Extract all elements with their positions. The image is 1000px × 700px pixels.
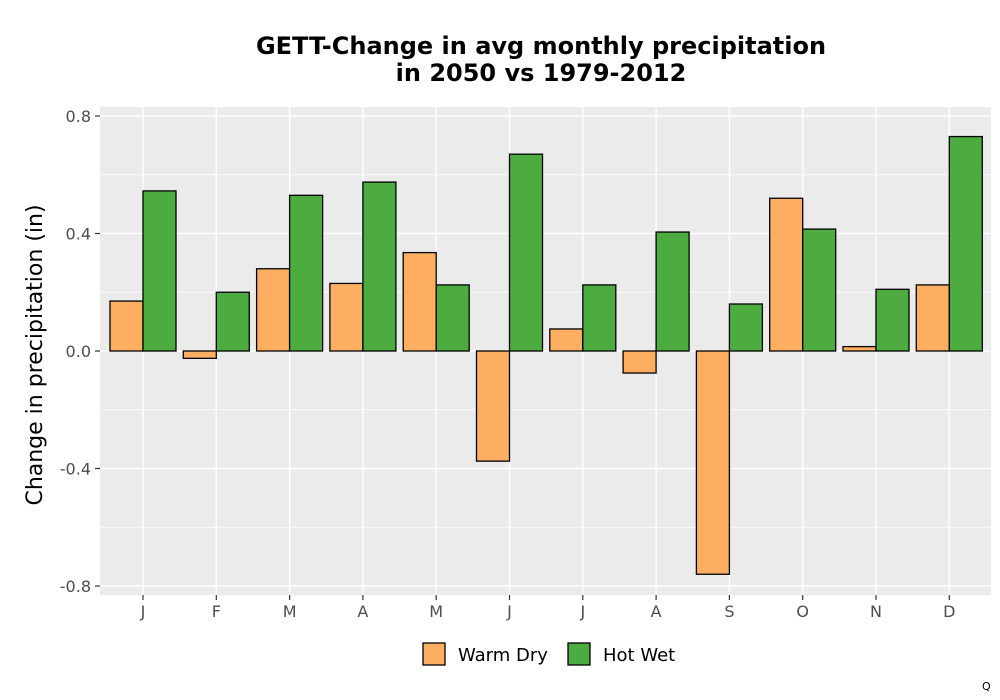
bar-warm-dry-6 — [475, 350, 511, 462]
y-tick-label: 0.0 — [66, 342, 91, 361]
corner-mark: Q — [982, 680, 991, 693]
x-tick-label: S — [724, 602, 734, 621]
bar-hot-wet-1 — [142, 190, 177, 352]
x-tick-label: O — [796, 602, 809, 621]
y-tick-label: -0.4 — [60, 460, 91, 479]
legend: Warm Dry Hot Wet — [422, 642, 675, 666]
bar-warm-dry-12 — [915, 284, 950, 352]
bars — [109, 135, 983, 575]
x-tick-label: M — [429, 602, 443, 621]
bar-hot-wet-9 — [728, 303, 764, 352]
legend-label-2: Hot Wet — [603, 645, 675, 666]
chart-title-line2: in 2050 vs 1979-2012 — [396, 59, 687, 87]
bar-hot-wet-12 — [948, 135, 983, 352]
y-tick-label: -0.8 — [60, 577, 91, 596]
bar-hot-wet-3 — [288, 194, 324, 352]
bar-warm-dry-9 — [695, 350, 731, 575]
x-tick-label: M — [283, 602, 297, 621]
bar-hot-wet-6 — [508, 153, 544, 352]
bar-hot-wet-10 — [802, 228, 837, 352]
bar-hot-wet-4 — [362, 181, 397, 352]
chart-title-line1: GETT-Change in avg monthly precipitation — [256, 32, 826, 60]
bar-warm-dry-10 — [769, 197, 804, 352]
bar-hot-wet-8 — [655, 231, 690, 352]
x-tick-label: J — [140, 602, 146, 621]
x-tick-label: A — [357, 602, 368, 621]
y-axis: 0.8 0.4 0.0 -0.4 -0.8 — [60, 107, 100, 596]
bar-warm-dry-11 — [842, 345, 877, 352]
legend-label-1: Warm Dry — [458, 645, 548, 666]
x-tick-label: A — [651, 602, 662, 621]
bar-warm-dry-4 — [329, 282, 364, 352]
legend-key-1 — [422, 642, 446, 666]
bar-warm-dry-2 — [182, 350, 217, 359]
legend-key-2 — [567, 642, 591, 666]
x-tick-label: N — [870, 602, 882, 621]
x-tick-label: D — [943, 602, 955, 621]
x-tick-label: J — [506, 602, 512, 621]
y-tick-label: 0.4 — [66, 225, 91, 244]
bar-warm-dry-1 — [109, 300, 144, 352]
bar-warm-dry-7 — [549, 328, 584, 352]
x-tick-label: F — [212, 602, 221, 621]
bar-hot-wet-2 — [215, 291, 250, 352]
bar-hot-wet-11 — [875, 288, 910, 352]
bar-warm-dry-3 — [255, 268, 291, 352]
bar-hot-wet-5 — [435, 284, 470, 352]
bar-hot-wet-7 — [582, 284, 617, 352]
x-tick-label: J — [579, 602, 585, 621]
bar-warm-dry-8 — [622, 350, 657, 374]
y-tick-label: 0.8 — [66, 107, 91, 126]
y-axis-label: Change in precipitation (in) — [23, 204, 48, 505]
bar-warm-dry-5 — [402, 251, 437, 352]
